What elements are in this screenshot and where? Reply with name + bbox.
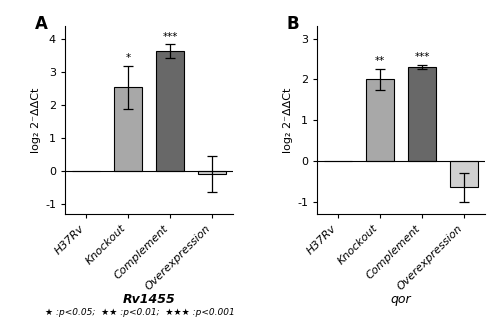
Bar [198, 171, 226, 174]
Text: qor: qor [390, 293, 411, 306]
Text: **: ** [375, 56, 385, 66]
Text: A: A [35, 15, 48, 33]
Text: ***: *** [414, 52, 430, 62]
Text: ★ :p<0.05;  ★★ :p<0.01;  ★★★ :p<0.001: ★ :p<0.05; ★★ :p<0.01; ★★★ :p<0.001 [45, 309, 235, 317]
Bar [408, 67, 436, 161]
Bar [156, 51, 184, 171]
Text: ***: *** [162, 32, 178, 42]
Text: *: * [126, 54, 130, 63]
Y-axis label: log₂ 2⁻ΔΔCt: log₂ 2⁻ΔΔCt [283, 88, 293, 153]
Bar [450, 161, 477, 187]
Text: B: B [287, 15, 300, 33]
Bar [114, 87, 141, 171]
Bar [366, 79, 394, 161]
Text: Rv1455: Rv1455 [122, 293, 176, 306]
Y-axis label: log₂ 2⁻ΔΔCt: log₂ 2⁻ΔΔCt [31, 88, 41, 153]
